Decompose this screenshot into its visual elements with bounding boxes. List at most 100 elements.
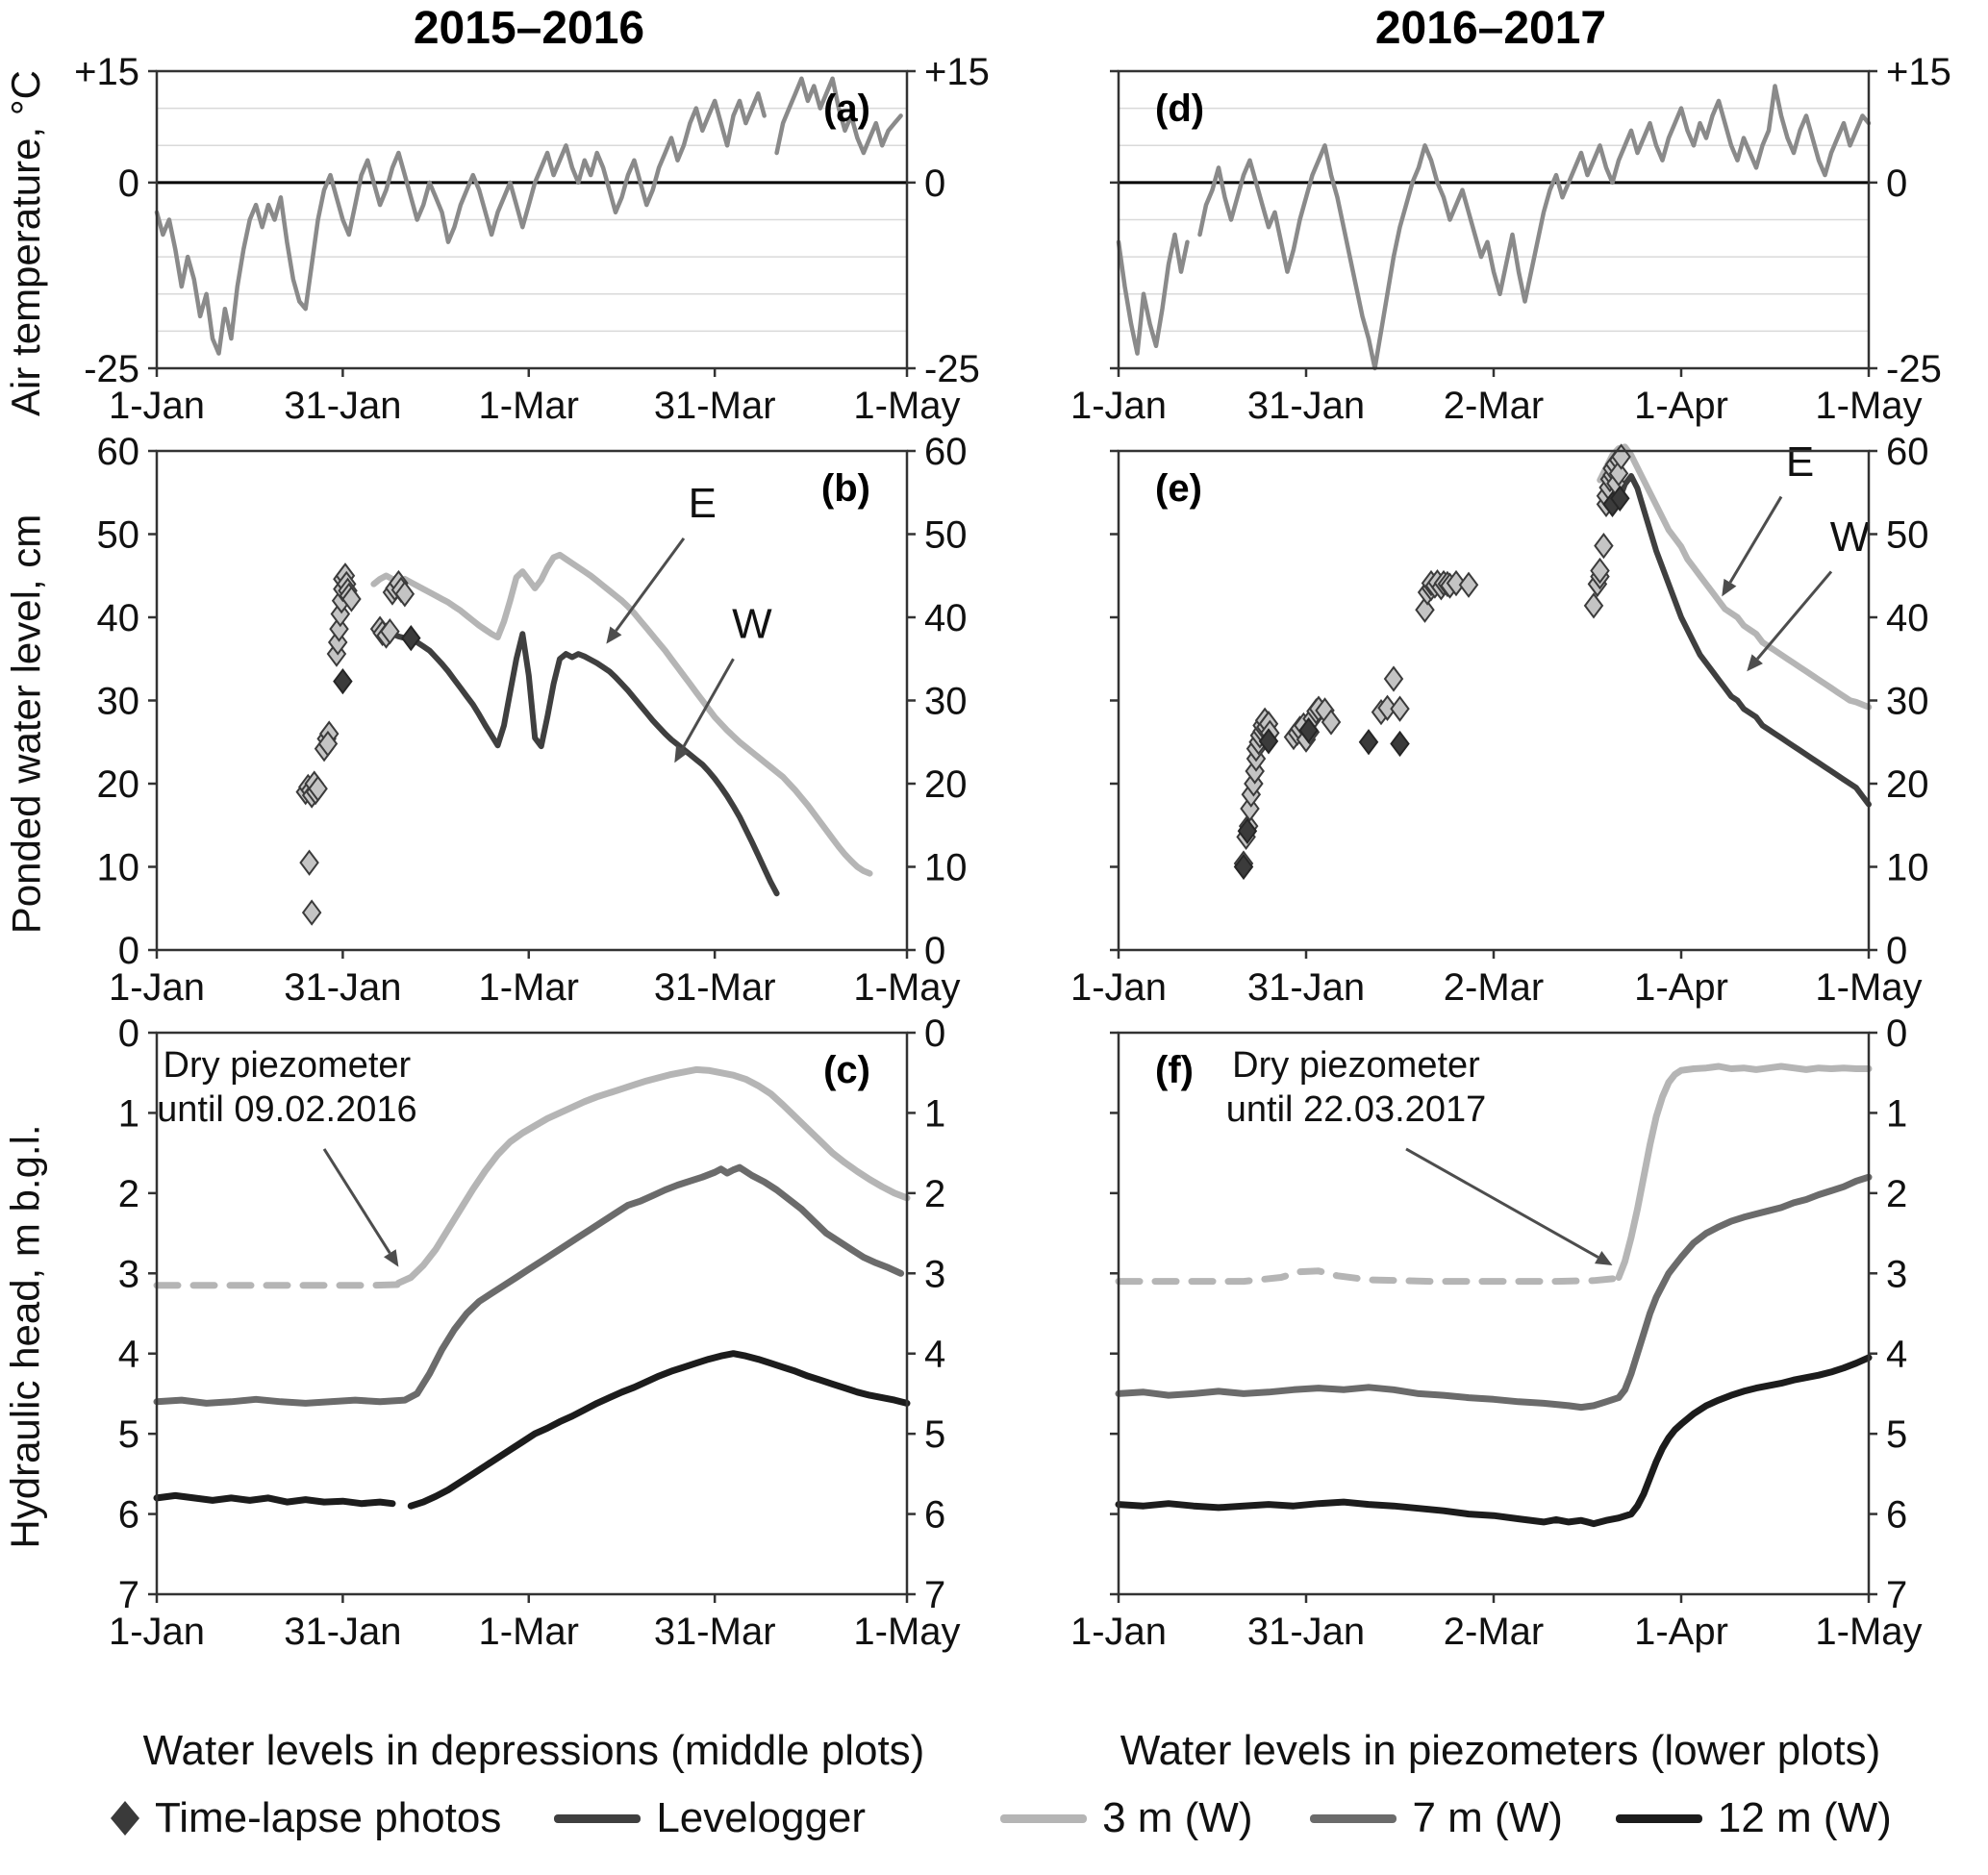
svg-text:0: 0 bbox=[1886, 1019, 1907, 1055]
svg-text:1-Jan: 1-Jan bbox=[1070, 1611, 1167, 1653]
legend-items: Time-lapse photos Levelogger 3 m (W) 7 m (W… bbox=[0, 1794, 1892, 1842]
svg-text:50: 50 bbox=[1886, 514, 1929, 557]
svg-text:31-Jan: 31-Jan bbox=[1247, 385, 1365, 427]
svg-text:2-Mar: 2-Mar bbox=[1444, 1611, 1544, 1653]
svg-text:1-Mar: 1-Mar bbox=[479, 1611, 579, 1653]
svg-text:7: 7 bbox=[1886, 1574, 1907, 1616]
svg-text:+15: +15 bbox=[1886, 58, 1951, 93]
legend-item: Levelogger bbox=[554, 1794, 866, 1842]
svg-text:2-Mar: 2-Mar bbox=[1444, 385, 1544, 427]
svg-text:Dry piezometer: Dry piezometer bbox=[1232, 1045, 1480, 1086]
legend-item: 12 m (W) bbox=[1615, 1794, 1892, 1842]
svg-text:60: 60 bbox=[1886, 438, 1929, 473]
column-title-2016-2017: 2016–2017 bbox=[1374, 3, 1607, 54]
svg-text:0: 0 bbox=[118, 1019, 139, 1055]
svg-text:30: 30 bbox=[1886, 681, 1929, 723]
svg-text:2: 2 bbox=[118, 1173, 139, 1215]
svg-text:until 09.02.2016: until 09.02.2016 bbox=[157, 1089, 416, 1130]
legend-item: 3 m (W) bbox=[1000, 1794, 1252, 1842]
svg-text:60: 60 bbox=[97, 438, 140, 473]
svg-text:1-May: 1-May bbox=[1815, 966, 1922, 1009]
svg-text:(e): (e) bbox=[1155, 467, 1202, 510]
line-marker-icon bbox=[1000, 1813, 1088, 1823]
svg-text:1-Jan: 1-Jan bbox=[109, 1611, 205, 1653]
svg-text:5: 5 bbox=[118, 1413, 139, 1456]
svg-text:1: 1 bbox=[1886, 1092, 1907, 1135]
svg-text:50: 50 bbox=[924, 514, 968, 557]
svg-text:W: W bbox=[1830, 513, 1871, 561]
legend-header-piezometers: Water levels in piezometers (lower plots… bbox=[1120, 1727, 1881, 1774]
svg-text:1-May: 1-May bbox=[853, 385, 960, 427]
svg-text:1-Jan: 1-Jan bbox=[109, 385, 205, 427]
svg-text:2-Mar: 2-Mar bbox=[1444, 966, 1544, 1009]
panel-d-chart: (d) +15 0 -25 1-Jan 31-Jan 2-Mar 1-Apr 1-May bbox=[1070, 58, 1951, 427]
svg-text:1-May: 1-May bbox=[853, 1611, 960, 1653]
svg-text:10: 10 bbox=[924, 847, 968, 889]
svg-text:20: 20 bbox=[97, 763, 140, 806]
svg-text:(b): (b) bbox=[821, 467, 870, 510]
svg-text:10: 10 bbox=[1886, 847, 1929, 889]
legend-label: 12 m (W) bbox=[1717, 1794, 1892, 1841]
legend-label: Time-lapse photos bbox=[155, 1794, 502, 1841]
column-title-2015-2016: 2015–2016 bbox=[413, 3, 645, 54]
svg-text:-25: -25 bbox=[924, 348, 980, 390]
svg-text:3: 3 bbox=[1886, 1253, 1907, 1295]
svg-text:E: E bbox=[1786, 438, 1814, 486]
svg-text:1-May: 1-May bbox=[1815, 1611, 1922, 1653]
svg-text:31-Jan: 31-Jan bbox=[284, 1611, 401, 1653]
svg-text:3: 3 bbox=[118, 1253, 139, 1295]
svg-text:1-Jan: 1-Jan bbox=[1070, 966, 1167, 1009]
svg-text:1-May: 1-May bbox=[853, 966, 960, 1009]
diamond-marker-icon bbox=[111, 1801, 139, 1836]
svg-text:4: 4 bbox=[924, 1334, 945, 1376]
line-marker-icon bbox=[1615, 1813, 1702, 1823]
legend-label: 3 m (W) bbox=[1102, 1794, 1253, 1841]
svg-text:(c): (c) bbox=[823, 1049, 870, 1091]
panel-a-chart: (a)+15 +150 0-25 -251-Jan 31-Jan 1-Mar 31-Mar 1… bbox=[74, 58, 990, 427]
svg-text:0: 0 bbox=[924, 930, 945, 972]
svg-text:30: 30 bbox=[97, 681, 140, 723]
svg-text:0: 0 bbox=[924, 162, 945, 205]
svg-text:7: 7 bbox=[118, 1574, 139, 1616]
svg-text:Dry piezometer: Dry piezometer bbox=[164, 1045, 412, 1086]
svg-text:1: 1 bbox=[924, 1092, 945, 1135]
svg-text:1-Apr: 1-Apr bbox=[1634, 966, 1728, 1009]
svg-text:50: 50 bbox=[97, 514, 140, 557]
svg-text:4: 4 bbox=[1886, 1334, 1907, 1376]
legend-header-depressions: Water levels in depressions (middle plot… bbox=[142, 1727, 925, 1774]
svg-text:40: 40 bbox=[97, 597, 140, 639]
svg-text:4: 4 bbox=[118, 1334, 139, 1376]
legend-label: 7 m (W) bbox=[1412, 1794, 1563, 1841]
legend: Water levels in depressions (middle plot… bbox=[0, 1713, 1988, 1875]
svg-text:31-Mar: 31-Mar bbox=[654, 1611, 776, 1653]
svg-text:0: 0 bbox=[1886, 930, 1907, 972]
svg-text:20: 20 bbox=[1886, 763, 1929, 806]
svg-text:40: 40 bbox=[1886, 597, 1929, 639]
svg-text:40: 40 bbox=[924, 597, 968, 639]
legend-label: Levelogger bbox=[656, 1794, 867, 1841]
svg-text:0: 0 bbox=[118, 162, 139, 205]
svg-text:+15: +15 bbox=[74, 58, 139, 93]
svg-text:W: W bbox=[732, 601, 772, 648]
svg-text:-25: -25 bbox=[1886, 348, 1942, 390]
svg-text:1-Jan: 1-Jan bbox=[109, 966, 205, 1009]
svg-text:(f): (f) bbox=[1155, 1049, 1194, 1091]
svg-text:20: 20 bbox=[924, 763, 968, 806]
svg-text:1-May: 1-May bbox=[1815, 385, 1922, 427]
svg-text:3: 3 bbox=[924, 1253, 945, 1295]
svg-text:30: 30 bbox=[924, 681, 968, 723]
svg-text:1: 1 bbox=[118, 1092, 139, 1135]
svg-text:2: 2 bbox=[1886, 1173, 1907, 1215]
svg-text:(d): (d) bbox=[1155, 88, 1204, 130]
svg-text:6: 6 bbox=[1886, 1494, 1907, 1537]
svg-text:1-Apr: 1-Apr bbox=[1634, 385, 1728, 427]
svg-text:E: E bbox=[689, 480, 717, 527]
svg-text:7: 7 bbox=[924, 1574, 945, 1616]
svg-text:5: 5 bbox=[1886, 1413, 1907, 1456]
svg-text:1-Jan: 1-Jan bbox=[1070, 385, 1167, 427]
svg-text:+15: +15 bbox=[924, 58, 990, 93]
svg-text:0: 0 bbox=[924, 1019, 945, 1055]
